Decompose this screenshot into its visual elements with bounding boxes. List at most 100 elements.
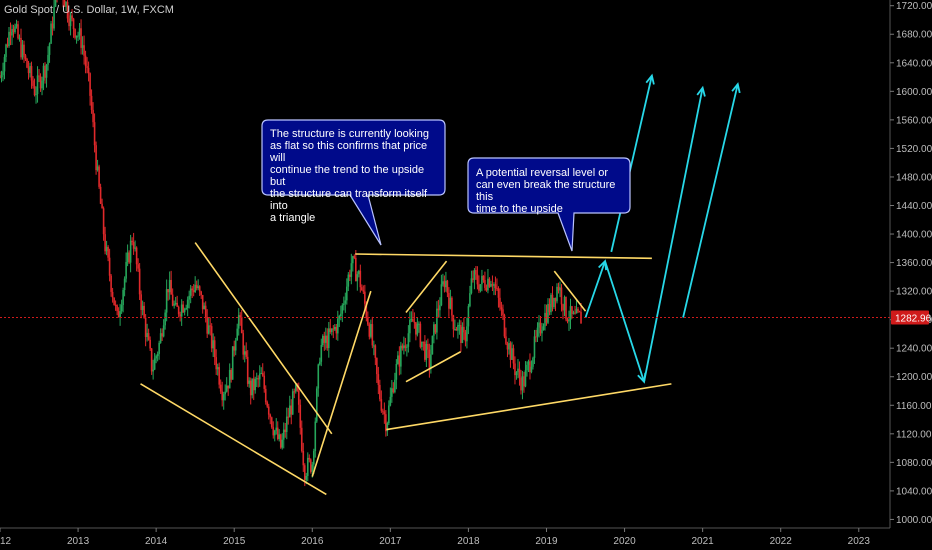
candle-body [509, 343, 512, 360]
candle-body [302, 450, 305, 466]
candle-body [439, 305, 441, 311]
candle-body [255, 378, 258, 380]
candle-body [443, 281, 446, 288]
candle-body [530, 366, 533, 373]
candle-body [173, 304, 175, 306]
candle-body [38, 75, 40, 77]
candle-body [72, 18, 75, 30]
candle-body [434, 324, 437, 333]
candle-body [569, 306, 572, 321]
price-tick-label: 1200.00 [896, 372, 932, 383]
candle-body [520, 377, 522, 391]
candle-body [427, 343, 429, 350]
price-tick-label: 1480.00 [896, 172, 932, 183]
candle-body [287, 416, 290, 418]
candle-body [222, 394, 225, 401]
candle-body [266, 402, 269, 407]
time-tick-label: 2016 [301, 536, 324, 547]
candle-body [344, 300, 347, 304]
candle-body [170, 279, 172, 295]
candle-body [96, 166, 99, 171]
candle-body [563, 296, 566, 311]
candle-body [125, 261, 127, 279]
candle-body [479, 284, 482, 291]
candle-body [128, 252, 130, 263]
candle-body [134, 247, 136, 249]
trendline [553, 270, 587, 312]
candle-body [385, 414, 387, 432]
price-tick-label: 1320.00 [896, 287, 932, 298]
candles-layer [0, 0, 582, 487]
candle-body [141, 305, 144, 310]
candle-body [183, 309, 186, 313]
projection-line [604, 260, 645, 383]
candle-body [320, 345, 323, 362]
annotation-reversal-bubble [467, 157, 631, 252]
candle-body [352, 256, 354, 264]
candle-body [554, 297, 557, 302]
candle-body [285, 416, 288, 432]
candle-body [273, 430, 276, 436]
candle-body [147, 333, 150, 340]
candle-body [377, 374, 380, 385]
candle-body [560, 287, 563, 305]
candle-body [45, 64, 48, 78]
candle-body [335, 326, 338, 334]
candle-body [242, 333, 245, 355]
time-tick-label: 2019 [535, 536, 558, 547]
current-price-label: 1282.96 [891, 310, 932, 325]
candle-body [237, 315, 240, 329]
candle-body [523, 376, 525, 387]
candle-body [5, 44, 7, 58]
candle-body [535, 336, 537, 338]
candle-body [503, 314, 506, 337]
candle-body [47, 54, 49, 65]
candle-body [81, 45, 84, 48]
candle-body [508, 343, 510, 350]
candle-body [574, 312, 576, 314]
candle-body [553, 297, 555, 308]
candle-body [11, 29, 13, 36]
candle-body [428, 349, 431, 368]
price-tick-label: 1680.00 [896, 30, 932, 41]
candle-body [41, 80, 43, 89]
candle-body [78, 28, 81, 36]
time-tick-label: 2014 [145, 536, 168, 547]
candle-body [126, 252, 129, 262]
candle-body [206, 316, 208, 334]
candle-body [329, 328, 332, 332]
price-axis[interactable]: 1720.00 1680.00 1640.00 1600.00 1560.00 1520.… [889, 0, 932, 528]
candle-body [557, 286, 560, 291]
candle-body [264, 388, 267, 403]
candle-body [539, 322, 542, 334]
candle-body [294, 384, 297, 392]
candle-body [367, 317, 369, 325]
candle-body [475, 270, 477, 275]
candle-body [240, 316, 243, 334]
candle-body [395, 363, 398, 380]
chart-title: Gold Spot / U.S. Dollar, 1W, FXCM [4, 4, 174, 16]
candle-body [102, 208, 105, 235]
candle-body [111, 291, 114, 298]
candle-body [231, 346, 234, 380]
candle-body [162, 325, 165, 337]
candle-body [107, 246, 109, 258]
candle-body [365, 303, 368, 318]
candle-body [470, 278, 473, 294]
projections-layer [584, 73, 741, 384]
candle-body [446, 280, 449, 293]
candle-body [108, 257, 111, 276]
projection-line [610, 75, 653, 253]
time-axis[interactable]: 2012 2013 2014 2015 2016 2017 2018 2019 2020 2021… [0, 527, 890, 547]
candle-body [18, 37, 21, 39]
candle-body [517, 368, 519, 373]
candle-body [278, 434, 281, 440]
candle-body [90, 95, 93, 110]
candle-body [515, 372, 518, 376]
candle-body [488, 278, 491, 287]
candle-body [21, 44, 24, 58]
candle-body [168, 279, 171, 293]
candle-body [527, 361, 530, 365]
candle-body [359, 270, 362, 288]
